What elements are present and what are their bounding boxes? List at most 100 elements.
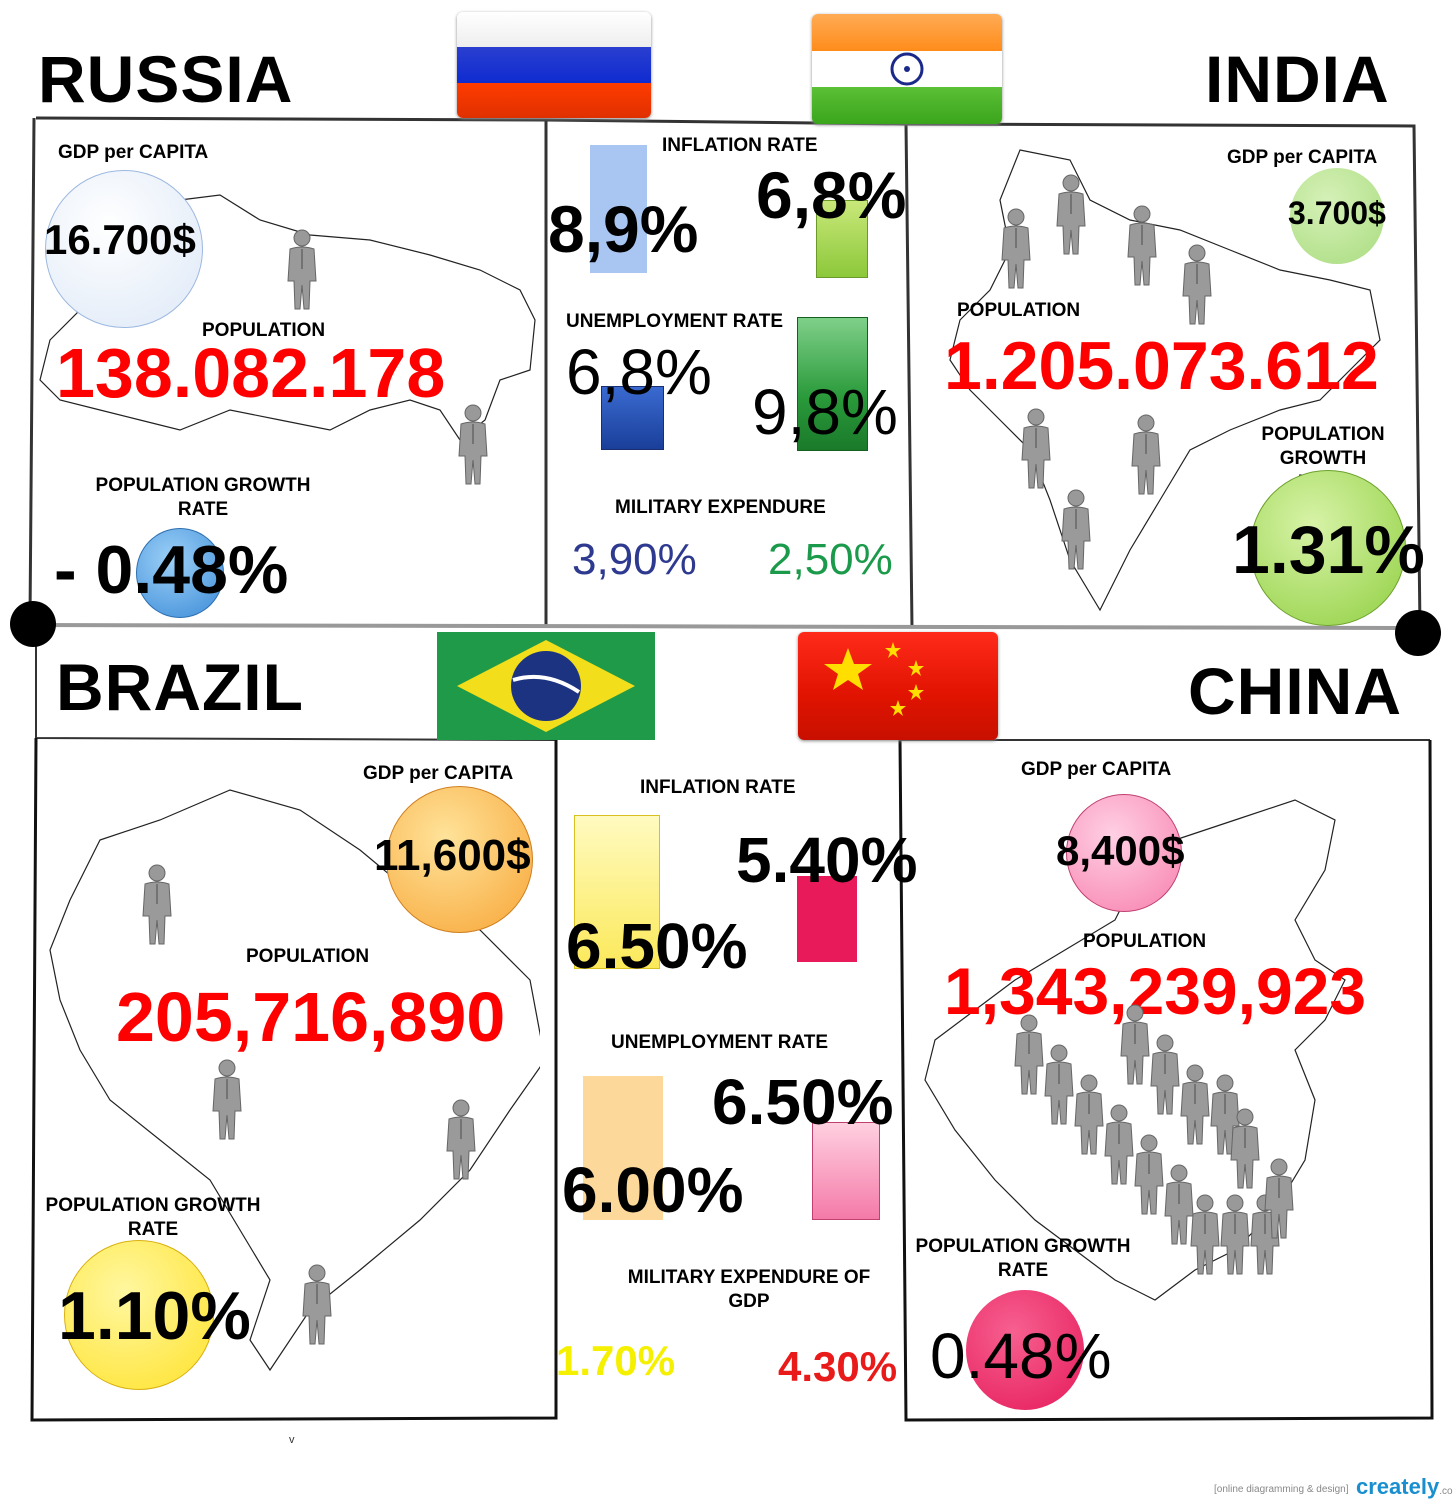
person-icon [302, 1264, 332, 1345]
russia-population-label: POPULATION [202, 320, 326, 341]
ru-in-inflation-label: INFLATION RATE [662, 135, 818, 156]
person-icon [287, 229, 317, 310]
russia-inflation-bar [590, 145, 647, 273]
person-icon [1182, 244, 1212, 325]
russia-gdp-circle [45, 170, 203, 328]
person-icon [1131, 414, 1161, 495]
brazil-population-label: POPULATION [246, 946, 370, 967]
stray-mark: v [289, 1434, 295, 1446]
creately-logo[interactable]: creately.com [1356, 1474, 1453, 1500]
brazil-flag [437, 632, 655, 740]
footer-brand: creately [1356, 1474, 1440, 1499]
brazil-unemployment-bar [583, 1076, 663, 1220]
india-growth-value: 1.31% [1232, 512, 1425, 588]
china-title: CHINA [1188, 654, 1402, 728]
china-growth-label: POPULATION GROWTH RATE [915, 1236, 1131, 1281]
person-icon [1056, 174, 1086, 255]
china-flag [798, 632, 998, 740]
br-cn-inflation-china: 5.40% [736, 824, 918, 896]
person-icon [1074, 1074, 1104, 1155]
br-cn-unemployment-label: UNEMPLOYMENT RATE [611, 1032, 829, 1053]
india-gdp-circle [1290, 168, 1384, 264]
brazil-title: BRAZIL [56, 650, 304, 724]
person-icon [1061, 489, 1091, 570]
person-icon [1180, 1064, 1210, 1145]
person-icon [1190, 1194, 1220, 1275]
ru-in-military-label: MILITARY EXPENDURE [615, 497, 826, 518]
india-population-label: POPULATION [957, 300, 1081, 321]
china-unemployment-bar [812, 1122, 880, 1220]
china-gdp-value: 8,400$ [1056, 827, 1185, 874]
india-title: INDIA [1205, 42, 1390, 116]
russia-title: RUSSIA [38, 42, 294, 116]
brazil-flag-emblem-icon [457, 640, 635, 732]
brazil-inflation-bar [574, 815, 660, 969]
brazil-population-value: 205,716,890 [116, 978, 506, 1056]
india-flag [812, 14, 1002, 124]
brazil-map [49, 789, 540, 1372]
ru-in-unemployment-india: 9,8% [752, 376, 898, 448]
br-cn-inflation-label: INFLATION RATE [640, 777, 796, 798]
ru-in-inflation-russia: 8,9% [548, 192, 699, 266]
china-population-label: POPULATION [1083, 931, 1207, 952]
person-icon [1220, 1194, 1250, 1275]
russia-unemployment-bar [601, 386, 664, 450]
person-icon [1120, 1004, 1150, 1085]
brazil-growth-value: 1.10% [58, 1278, 251, 1354]
china-stars-icon [824, 642, 924, 716]
india-map [949, 149, 1381, 612]
russia-map [39, 194, 536, 441]
india-growth-circle [1250, 470, 1406, 626]
ashoka-chakra-icon [890, 52, 924, 86]
br-cn-military-label: MILITARY EXPENDURE OF GDP [627, 1267, 871, 1312]
russia-population-value: 138.082.178 [56, 334, 446, 412]
br-cn-military-china: 4.30% [778, 1343, 898, 1390]
br-cn-inflation-brazil: 6.50% [566, 910, 748, 982]
ru-in-inflation-india: 6,8% [756, 158, 907, 232]
russia-gdp-label: GDP per CAPITA [58, 142, 209, 163]
brazil-gdp-label: GDP per CAPITA [363, 763, 514, 784]
person-icon [1044, 1044, 1074, 1125]
footer-tagline: [online diagramming & design] [1214, 1484, 1349, 1495]
ru-in-military-russia: 3,90% [572, 535, 697, 584]
russia-flag [457, 12, 651, 118]
brazil-growth-circle [64, 1240, 214, 1390]
russia-growth-label: POPULATION GROWTH RATE [95, 475, 311, 520]
china-growth-circle [966, 1290, 1084, 1410]
india-inflation-bar [816, 200, 868, 278]
person-icon [1001, 208, 1031, 289]
russia-growth-circle [136, 528, 224, 618]
person-icon [1264, 1158, 1294, 1239]
india-gdp-value: 3.700$ [1288, 195, 1386, 231]
footer-brand-suffix: .com [1439, 1486, 1453, 1497]
person-icon [212, 1059, 242, 1140]
person-icon [446, 1099, 476, 1180]
china-population-value: 1,343,239,923 [944, 954, 1367, 1028]
brazil-gdp-circle [386, 786, 533, 933]
china-map [924, 799, 1346, 1301]
person-icon [142, 864, 172, 945]
russia-growth-value: - 0.48% [54, 532, 289, 608]
india-unemployment-bar [797, 317, 868, 451]
person-icon [1134, 1134, 1164, 1215]
ru-in-unemployment-label: UNEMPLOYMENT RATE [566, 311, 784, 332]
russia-gdp-value: 16.700$ [44, 216, 196, 263]
brazil-growth-label: POPULATION GROWTH RATE [45, 1195, 261, 1240]
br-cn-military-brazil: 1.70% [556, 1337, 676, 1384]
person-icon [1230, 1108, 1260, 1189]
person-icon [1150, 1034, 1180, 1115]
br-cn-unemployment-china: 6.50% [712, 1066, 894, 1138]
person-icon [1127, 205, 1157, 286]
person-icon [458, 404, 488, 485]
ru-in-military-india: 2,50% [768, 535, 893, 584]
china-growth-value: 0.48% [930, 1320, 1112, 1392]
china-gdp-label: GDP per CAPITA [1021, 759, 1172, 780]
br-cn-unemployment-brazil: 6.00% [562, 1154, 744, 1226]
india-gdp-label: GDP per CAPITA [1227, 147, 1378, 168]
person-icon [1021, 408, 1051, 489]
china-inflation-bar [797, 876, 857, 962]
person-icon [1104, 1104, 1134, 1185]
brazil-gdp-value: 11,600$ [374, 831, 531, 880]
india-population-value: 1.205.073.612 [944, 328, 1379, 404]
